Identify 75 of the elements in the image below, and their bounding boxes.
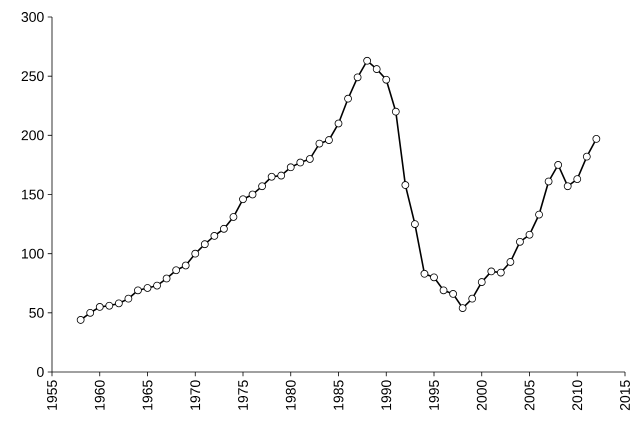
y-tick-label: 0 xyxy=(37,367,44,377)
point xyxy=(420,270,428,278)
point xyxy=(582,152,591,161)
point xyxy=(316,140,324,148)
point xyxy=(573,175,582,183)
point xyxy=(392,108,400,116)
point xyxy=(286,163,295,172)
point xyxy=(506,258,514,266)
x-tick-label: 2010 xyxy=(572,380,582,410)
point xyxy=(411,220,419,228)
point xyxy=(544,178,552,186)
point xyxy=(105,302,114,310)
y-tick-label: 200 xyxy=(22,130,44,140)
x-tick-label: 1965 xyxy=(142,380,152,410)
point xyxy=(230,213,238,221)
x-tick-label: 2005 xyxy=(524,380,534,410)
point xyxy=(592,134,600,143)
x-tick-label: 2000 xyxy=(476,380,487,410)
x-tick-label: 2015 xyxy=(620,380,630,410)
point xyxy=(382,76,390,84)
point xyxy=(325,136,333,144)
point xyxy=(144,284,152,292)
point xyxy=(564,182,572,190)
point xyxy=(496,268,505,276)
x-tick-label: 1980 xyxy=(286,380,296,410)
x-tick-label: 1960 xyxy=(94,380,105,410)
x-tick-label: 1990 xyxy=(381,380,392,410)
point xyxy=(153,282,161,290)
point xyxy=(344,94,352,103)
point xyxy=(535,210,543,218)
point xyxy=(76,316,85,324)
y-tick-label: 150 xyxy=(22,190,44,200)
point xyxy=(210,232,218,240)
point xyxy=(172,266,180,274)
point xyxy=(86,308,94,317)
point xyxy=(487,268,496,276)
point xyxy=(458,304,467,312)
point xyxy=(248,190,256,198)
point xyxy=(430,273,438,282)
y-tick-label: 300 xyxy=(21,12,44,22)
point xyxy=(354,73,362,82)
point xyxy=(296,158,304,166)
point xyxy=(191,250,200,258)
point xyxy=(258,182,266,190)
point xyxy=(162,274,170,282)
point xyxy=(268,172,276,181)
point xyxy=(401,181,410,189)
point xyxy=(134,286,142,294)
point xyxy=(468,294,476,303)
x-tick-label: 1955 xyxy=(47,380,57,410)
point xyxy=(96,303,104,311)
point xyxy=(372,65,381,73)
point xyxy=(478,278,486,286)
point xyxy=(440,286,448,294)
point xyxy=(239,195,247,204)
point xyxy=(334,120,342,128)
x-tick-label: 1995 xyxy=(429,380,439,410)
point xyxy=(277,172,286,180)
point xyxy=(526,230,534,239)
point xyxy=(554,161,562,169)
point xyxy=(182,262,190,270)
y-tick-label: 100 xyxy=(22,248,44,259)
point xyxy=(516,238,524,246)
point xyxy=(220,224,228,233)
point xyxy=(124,294,132,303)
y-tick-label: 50 xyxy=(29,308,44,318)
x-tick-label: 1970 xyxy=(190,380,200,410)
y-tick-label: 250 xyxy=(22,71,44,82)
point xyxy=(363,56,372,65)
point xyxy=(306,155,314,163)
x-tick-label: 1985 xyxy=(334,380,344,410)
point xyxy=(200,240,209,248)
x-tick-label: 1975 xyxy=(238,380,248,410)
point xyxy=(449,290,457,298)
point xyxy=(114,299,123,308)
